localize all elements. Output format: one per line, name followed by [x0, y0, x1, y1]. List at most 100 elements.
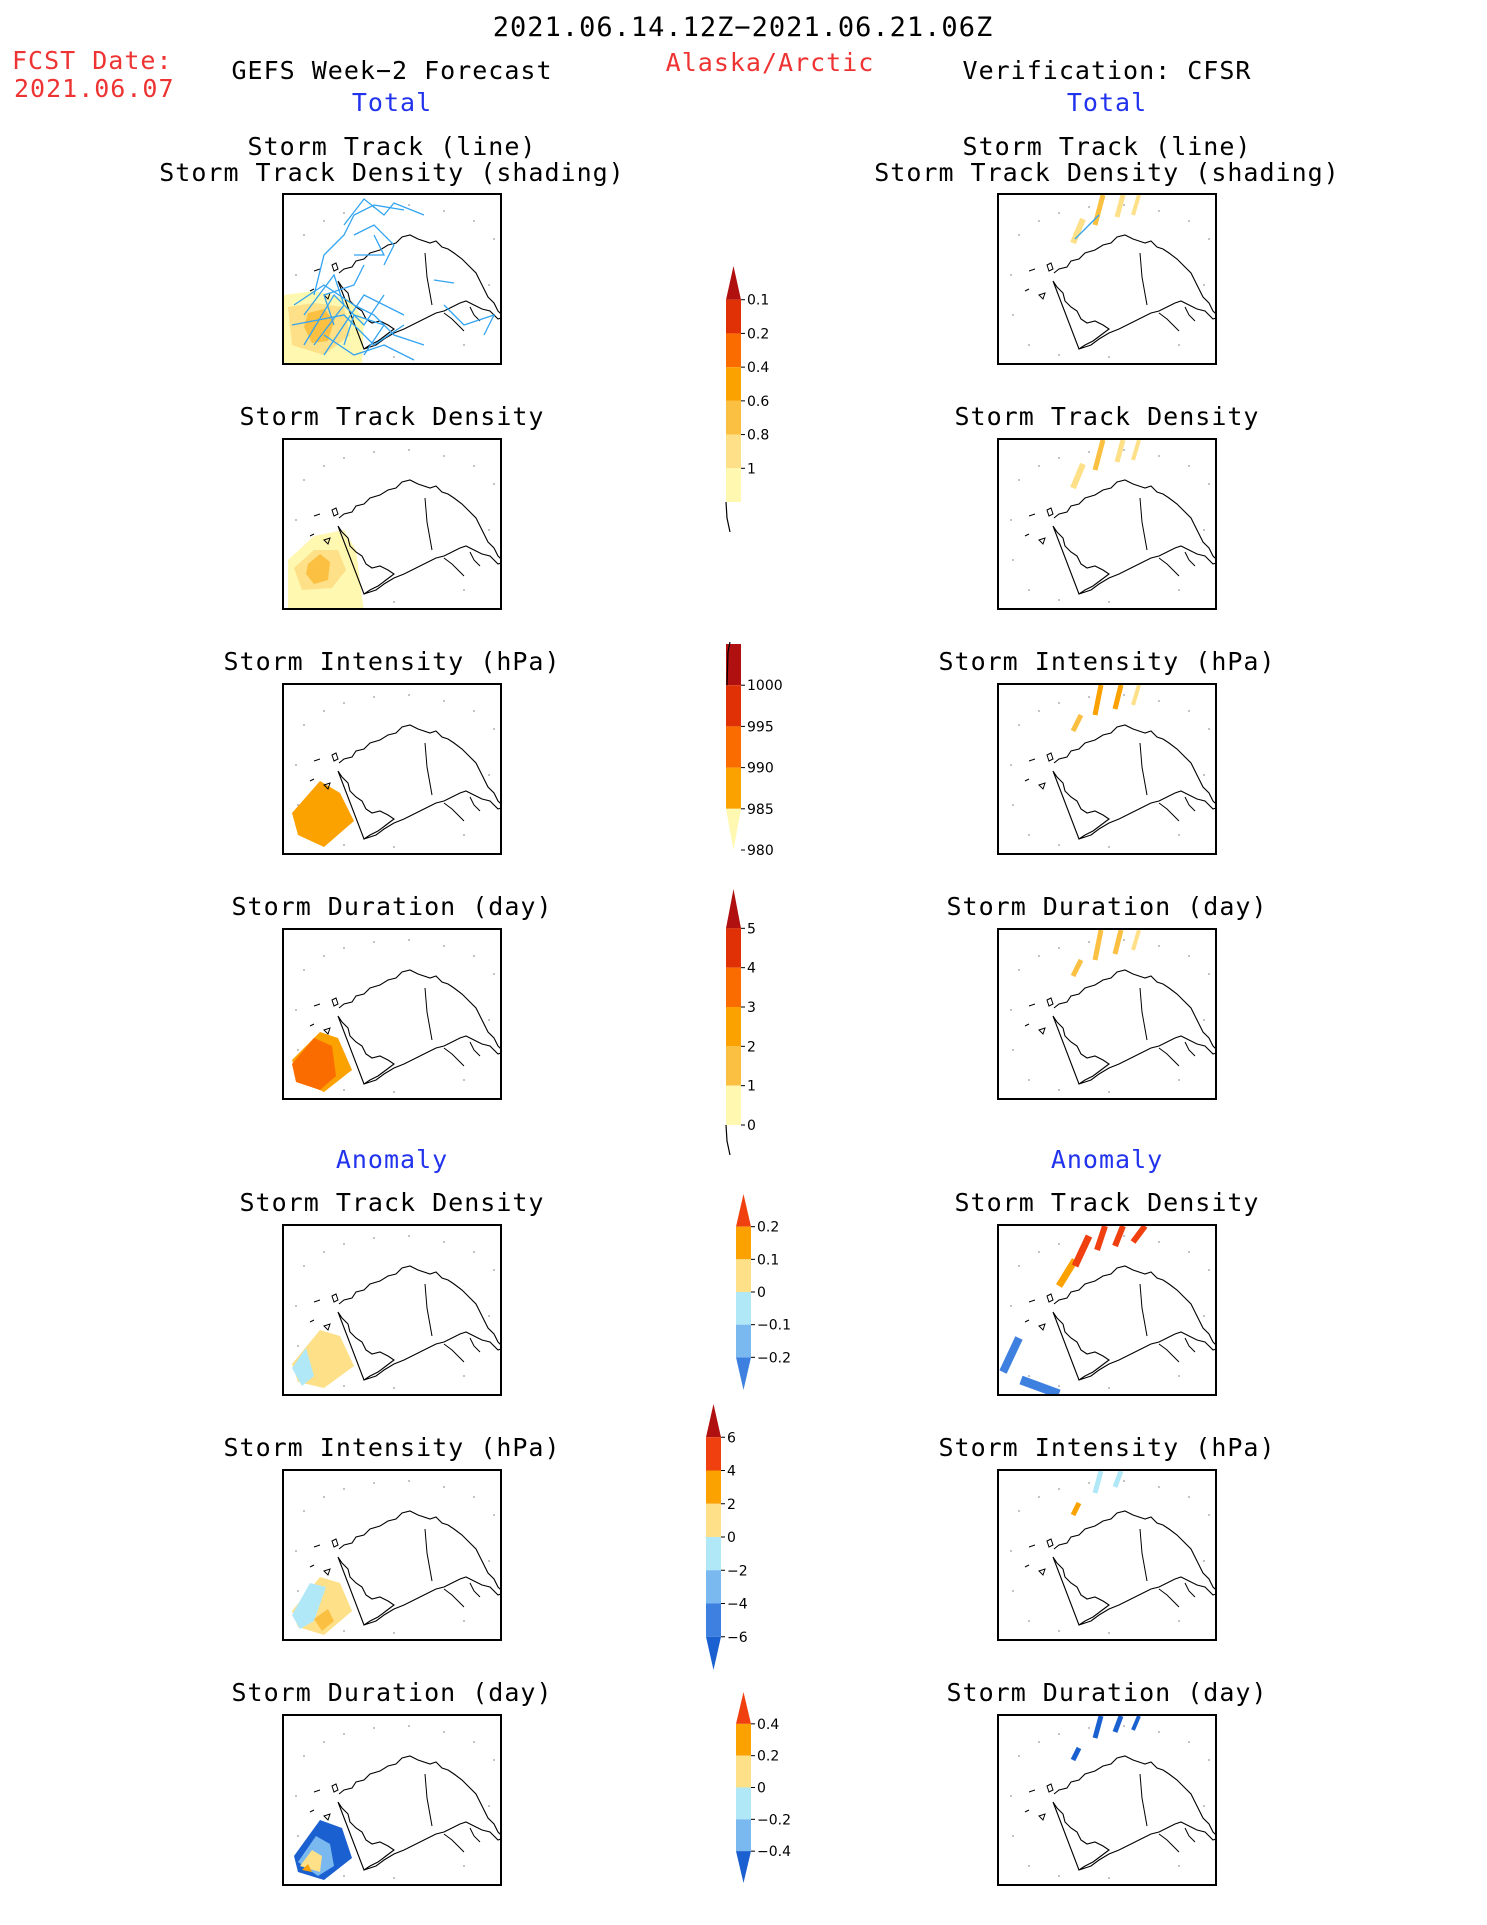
colorbar-segment — [726, 1007, 741, 1047]
colorbar-segment — [706, 1636, 721, 1670]
left-track-shading-title: Storm Track Density (shading) — [159, 158, 625, 187]
colorbar-label: −0.2 — [757, 1812, 791, 1828]
fcst-date-label: FCST Date: — [12, 46, 173, 75]
colorbar-segment — [726, 767, 741, 809]
colorbar-label: 0.4 — [757, 1717, 779, 1733]
shaded-region — [1070, 217, 1086, 245]
shaded-region — [1131, 930, 1141, 951]
colorbar-segment — [736, 1723, 751, 1756]
colorbar-label: −0.4 — [757, 1844, 791, 1860]
shaded-region — [1112, 685, 1124, 710]
colorbar-segment — [706, 1603, 721, 1637]
right-duration-title: Storm Duration (day) — [946, 892, 1268, 921]
shaded-region — [1092, 930, 1104, 961]
colorbar-segment — [726, 434, 741, 469]
left-track-map — [282, 193, 502, 365]
shaded-region — [1112, 930, 1124, 955]
left-anomaly-label: Anomaly — [335, 1145, 449, 1174]
coastline — [1024, 724, 1215, 840]
colorbar-segment — [736, 1324, 751, 1358]
colorbar-label: 0 — [727, 1530, 736, 1546]
total-duration-colorbar: 5 4 3 2 1 0 — [725, 889, 756, 1156]
coastline — [309, 1265, 500, 1381]
colorbar-segment — [736, 1819, 751, 1852]
right-track-shading-title: Storm Track Density (shading) — [874, 158, 1340, 187]
colorbar-segment — [726, 685, 741, 727]
shaded-region — [1092, 440, 1106, 471]
colorbar-segment — [726, 367, 741, 401]
right-density-title: Storm Track Density — [954, 402, 1260, 431]
coastline — [1024, 969, 1215, 1085]
coastline — [309, 1755, 500, 1871]
colorbar-tail — [725, 501, 731, 533]
colorbar-segment — [726, 928, 741, 968]
colorbar-label: 985 — [747, 802, 774, 818]
colorbar-label: 995 — [747, 719, 774, 735]
colorbar-label: 1000 — [747, 678, 783, 694]
shaded-region — [1070, 713, 1084, 733]
shaded-region — [1094, 1226, 1108, 1251]
colorbar-label: 1 — [747, 461, 756, 477]
colorbar-label: 4 — [727, 1464, 736, 1480]
colorbar-label: 0.6 — [747, 394, 769, 410]
storm-tracks — [1074, 214, 1100, 240]
shaded-region — [1070, 1746, 1082, 1762]
colorbar-label: 0 — [747, 1118, 756, 1134]
colorbar-segment — [736, 1259, 751, 1292]
shaded-region — [1092, 1716, 1104, 1739]
graticule — [1010, 204, 1210, 358]
coastline — [1024, 1510, 1215, 1626]
coastline — [309, 1510, 500, 1626]
colorbar-label: −0.2 — [757, 1350, 791, 1366]
colorbar-label: 0 — [757, 1285, 766, 1301]
left-intensity-map — [282, 683, 502, 855]
left-density-title: Storm Track Density — [239, 402, 545, 431]
colorbar-label: 990 — [747, 761, 774, 777]
right-track-line-title: Storm Track (line) — [962, 132, 1252, 161]
left-intensity-title: Storm Intensity (hPa) — [223, 647, 561, 676]
colorbar-segment — [706, 1404, 721, 1438]
shaded-region — [1131, 685, 1141, 706]
graticule — [295, 694, 495, 848]
colorbar-label: 2 — [747, 1039, 756, 1055]
shaded-region — [302, 1864, 312, 1872]
graticule — [1010, 1235, 1210, 1389]
colorbar-label: −0.1 — [757, 1318, 791, 1334]
colorbar-segment — [706, 1537, 721, 1571]
colorbar-tail — [726, 641, 731, 686]
left-track-line-title: Storm Track (line) — [247, 132, 537, 161]
left-anom-intensity-map — [282, 1469, 502, 1641]
colorbar-label: −2 — [727, 1563, 748, 1579]
anomaly-intensity-colorbar: 6 4 2 0 −2 −4 −6 — [706, 1404, 748, 1670]
shaded-region — [292, 781, 354, 847]
graticule — [1010, 449, 1210, 603]
colorbar-segment — [736, 1226, 751, 1260]
colorbar-segment — [706, 1503, 721, 1537]
fcst-date-value: 2021.06.07 — [14, 74, 175, 103]
colorbar-label: 5 — [747, 921, 756, 937]
shaded-region — [1071, 1234, 1093, 1268]
shaded-region — [292, 1038, 336, 1090]
right-intensity-title: Storm Intensity (hPa) — [938, 647, 1276, 676]
colorbar-segment — [736, 1851, 751, 1883]
right-anom-duration-title: Storm Duration (day) — [946, 1678, 1268, 1707]
colorbar-label: 0 — [757, 1781, 766, 1797]
colorbar-label: −4 — [727, 1597, 748, 1613]
colorbar-label: 980 — [747, 843, 774, 859]
graticule — [1010, 694, 1210, 848]
shaded-region — [292, 1348, 314, 1386]
right-anomaly-label: Anomaly — [1050, 1145, 1164, 1174]
right-anom-density-map — [997, 1224, 1217, 1396]
right-total-label: Total — [1066, 88, 1148, 117]
graticule — [1010, 1480, 1210, 1634]
colorbar-segment — [706, 1570, 721, 1604]
shaded-region — [1092, 685, 1104, 716]
shaded-region — [999, 1336, 1023, 1374]
right-duration-map — [997, 928, 1217, 1100]
left-anom-density-title: Storm Track Density — [239, 1188, 545, 1217]
shaded-region — [1070, 1501, 1082, 1517]
coastline — [309, 479, 500, 595]
shaded-region — [1112, 1471, 1124, 1488]
region-title: Alaska/Arctic — [665, 48, 875, 77]
left-total-label: Total — [351, 88, 433, 117]
